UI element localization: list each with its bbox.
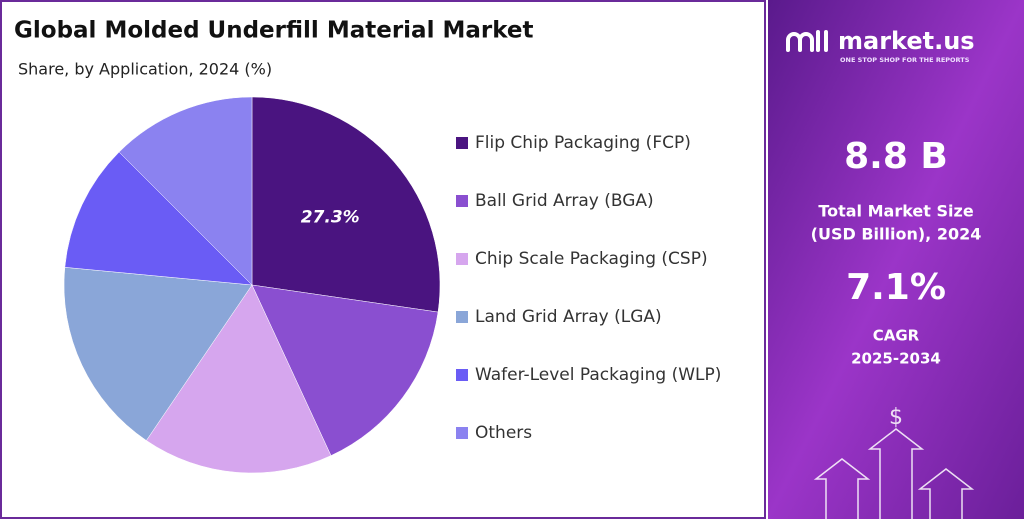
pie-slice	[64, 151, 253, 286]
tagline: ONE STOP SHOP FOR THE REPORTS	[840, 56, 970, 64]
legend-swatch	[456, 137, 468, 149]
svg-text:$: $	[889, 405, 903, 430]
brand: market.us	[838, 27, 975, 55]
pie-slice	[118, 96, 253, 286]
market-size-label: (USD Billion), 2024	[811, 225, 982, 244]
cagr: 7.1%	[846, 267, 946, 308]
legend-label: Wafer-Level Packaging (WLP)	[475, 365, 721, 385]
arrows-decoration: $	[813, 405, 975, 519]
chart-subtitle: Share, by Application, 2024 (%)	[18, 60, 272, 79]
logo-icon	[786, 30, 828, 52]
cagr-label: 2025-2034	[851, 350, 941, 368]
legend-label: Land Grid Array (LGA)	[475, 307, 662, 327]
legend-swatch	[456, 253, 468, 265]
pie-slice	[63, 267, 253, 441]
market-size-label: Total Market Size	[818, 202, 973, 221]
logo	[786, 30, 828, 52]
legend-label: Others	[475, 423, 532, 443]
legend-swatch	[456, 427, 468, 439]
legend-label: Chip Scale Packaging (CSP)	[475, 249, 708, 269]
chart-title: Global Molded Underfill Material Market	[14, 18, 534, 44]
pie-slice	[251, 284, 439, 456]
legend-swatch	[456, 195, 468, 207]
sidebar	[768, 0, 1024, 519]
legend-swatch	[456, 369, 468, 381]
pie-slice	[145, 284, 332, 474]
legend-label: Ball Grid Array (BGA)	[475, 191, 654, 211]
data-label: 27.3%	[301, 207, 360, 227]
legend-label: Flip Chip Packaging (FCP)	[475, 133, 691, 153]
cagr-label: CAGR	[873, 327, 920, 345]
pie-slice	[251, 96, 441, 313]
market-size: 8.8 B	[844, 136, 948, 177]
legend-swatch	[456, 311, 468, 323]
